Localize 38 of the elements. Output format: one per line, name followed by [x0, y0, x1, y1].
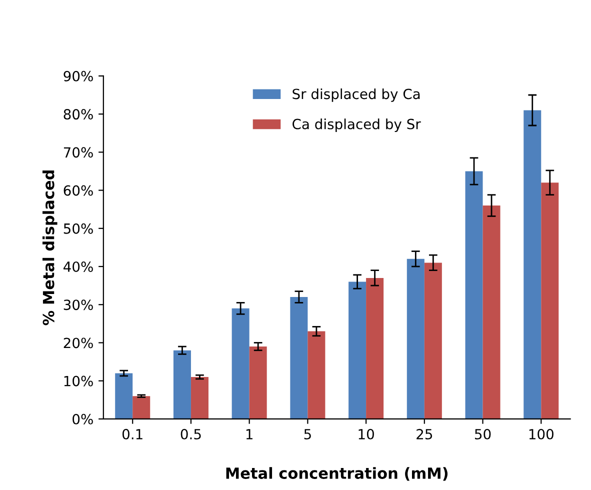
x-tick-label: 5	[304, 429, 311, 440]
bar	[465, 171, 483, 419]
y-tick-label: 60%	[64, 185, 93, 196]
bar	[482, 206, 500, 419]
y-tick-label: 80%	[64, 109, 93, 120]
bar	[406, 258, 424, 419]
y-tick-label: 30%	[64, 300, 93, 310]
x-tick-label: 25	[416, 428, 432, 440]
y-tick-label: 20%	[64, 338, 93, 348]
bar	[308, 331, 326, 419]
bar	[348, 282, 366, 419]
legend-label: Ca displaced by Sr	[292, 118, 421, 132]
y-tick-label: 40%	[64, 261, 93, 272]
x-tick-label: 0.1	[122, 428, 142, 440]
bar	[115, 373, 133, 419]
x-tick-label: 100	[529, 428, 554, 440]
bar	[132, 396, 150, 419]
x-axis-title: Metal concentration (mM)	[226, 467, 448, 481]
y-tick-label: 70%	[64, 147, 93, 158]
y-tick-label: 10%	[64, 376, 93, 386]
bar	[173, 350, 191, 419]
y-tick-label: 90%	[64, 70, 93, 82]
bar	[366, 278, 384, 419]
bar	[541, 182, 559, 419]
y-tick-label: 50%	[64, 223, 93, 234]
bar	[524, 110, 542, 419]
bar	[424, 262, 442, 419]
x-tick-label: 1	[246, 429, 252, 440]
bar	[290, 296, 308, 419]
y-axis-title: % Metal displaced	[42, 170, 58, 326]
y-tick-label: 0%	[72, 414, 93, 424]
x-tick-label: 0.5	[180, 428, 201, 440]
legend-label: Sr displaced by Ca	[292, 88, 420, 102]
x-tick-label: 50	[475, 428, 491, 440]
x-tick-label: 10	[358, 428, 374, 440]
bar	[249, 346, 267, 419]
bar	[190, 377, 208, 419]
bar	[232, 308, 250, 419]
